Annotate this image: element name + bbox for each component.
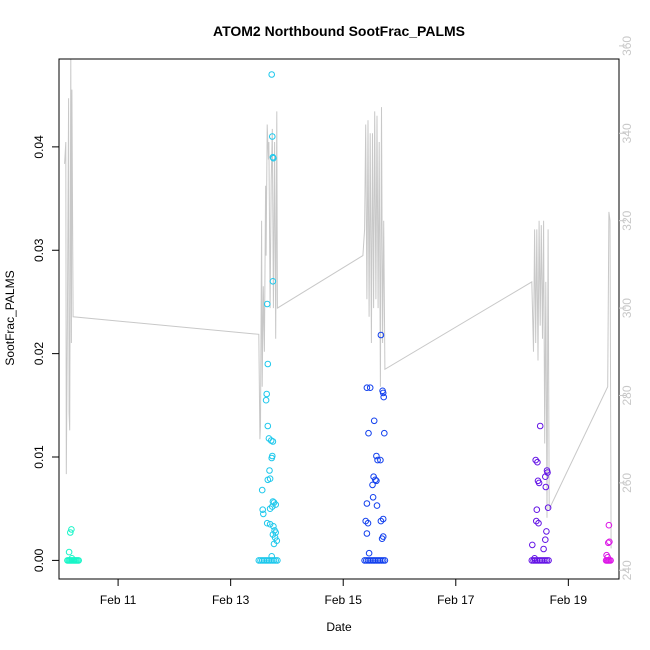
data-point <box>372 476 379 484</box>
data-point <box>535 519 542 527</box>
x-tick-label: Feb 15 <box>325 593 363 607</box>
y2-tick-label: 240 <box>620 560 634 580</box>
points-layer <box>64 71 614 564</box>
y-axis: 0.00 0.01 0.02 0.03 0.04 <box>32 135 59 572</box>
x-tick-label: Feb 19 <box>550 593 588 607</box>
data-point <box>65 548 73 556</box>
data-point <box>67 529 74 536</box>
x-axis: Feb 11 Feb 13 Feb 15 Feb 17 Feb 19 <box>100 579 587 607</box>
data-point <box>363 384 371 392</box>
data-point <box>270 523 277 530</box>
data-point <box>68 526 75 533</box>
x-axis-label: Date <box>326 620 352 634</box>
data-point <box>266 467 273 474</box>
y2-axis: 240 260 280 300 320 340 360 <box>619 36 634 580</box>
data-point <box>258 486 266 494</box>
data-point <box>260 510 267 518</box>
data-point <box>533 517 540 525</box>
data-point <box>264 360 272 368</box>
y2-tick-label: 320 <box>620 210 634 230</box>
data-point <box>381 429 388 437</box>
data-point <box>545 557 552 564</box>
data-point <box>364 519 372 527</box>
data-point <box>266 505 274 513</box>
data-point <box>535 479 543 487</box>
data-point <box>381 557 389 564</box>
y2-tick-label: 340 <box>620 123 634 143</box>
x-tick-label: Feb 11 <box>100 593 137 607</box>
data-point <box>266 520 274 528</box>
data-point <box>264 422 272 430</box>
data-point <box>373 452 380 460</box>
data-point <box>542 483 550 491</box>
data-point <box>532 456 540 464</box>
data-point <box>268 454 276 462</box>
data-point <box>365 549 373 557</box>
data-point <box>262 396 270 404</box>
x-tick-label: Feb 13 <box>212 593 250 607</box>
data-point <box>269 438 277 445</box>
data-point <box>607 557 614 564</box>
data-point <box>378 535 386 543</box>
data-point <box>269 503 276 510</box>
y-tick-label: 0.03 <box>32 238 46 262</box>
secondary-series-line <box>64 58 612 549</box>
data-point <box>373 477 380 485</box>
data-point <box>533 506 541 514</box>
data-point <box>377 517 385 525</box>
data-point <box>529 541 536 549</box>
data-point <box>269 133 276 140</box>
x-tick-label: Feb 17 <box>437 593 475 607</box>
plot-frame <box>58 58 620 580</box>
data-point <box>605 539 612 547</box>
y-axis-label: SootFrac_PALMS <box>3 270 17 365</box>
data-point <box>270 499 278 506</box>
y2-tick-label: 360 <box>620 36 634 56</box>
data-point <box>370 417 378 425</box>
data-point <box>264 476 272 484</box>
data-point <box>270 154 277 162</box>
y-tick-label: 0.00 <box>32 548 46 572</box>
data-point <box>263 519 271 527</box>
data-point <box>377 456 384 464</box>
y2-tick-label: 300 <box>620 298 634 318</box>
data-point <box>606 538 613 546</box>
data-point <box>542 536 549 544</box>
y-tick-label: 0.01 <box>32 445 46 469</box>
data-point <box>377 331 385 339</box>
secondary-line-layer <box>64 58 612 549</box>
data-point <box>542 473 549 481</box>
y-tick-label: 0.04 <box>32 135 46 159</box>
data-point <box>605 521 613 529</box>
data-point <box>263 390 271 398</box>
data-point <box>380 393 388 401</box>
data-point <box>270 540 278 548</box>
data-point <box>369 481 376 489</box>
data-point <box>544 504 552 512</box>
data-point <box>536 422 544 430</box>
data-point <box>369 494 377 501</box>
data-point <box>259 506 267 514</box>
data-point <box>269 278 277 285</box>
y2-tick-label: 280 <box>620 385 634 405</box>
data-point <box>374 456 381 464</box>
y2-tick-label: 260 <box>620 473 634 493</box>
data-point <box>268 71 276 78</box>
data-point <box>272 501 280 508</box>
data-point <box>365 429 372 437</box>
data-point <box>379 389 387 397</box>
data-point <box>363 530 371 537</box>
data-point <box>373 502 381 509</box>
data-point <box>534 458 541 466</box>
chart-title: ATOM2 Northbound SootFrac_PALMS <box>213 23 465 39</box>
data-point <box>543 528 550 535</box>
data-point <box>75 557 82 564</box>
data-point <box>366 384 374 392</box>
data-point <box>263 300 271 308</box>
data-point <box>540 545 547 553</box>
data-point <box>363 500 371 507</box>
data-point <box>274 557 281 564</box>
y-tick-label: 0.02 <box>32 342 46 366</box>
